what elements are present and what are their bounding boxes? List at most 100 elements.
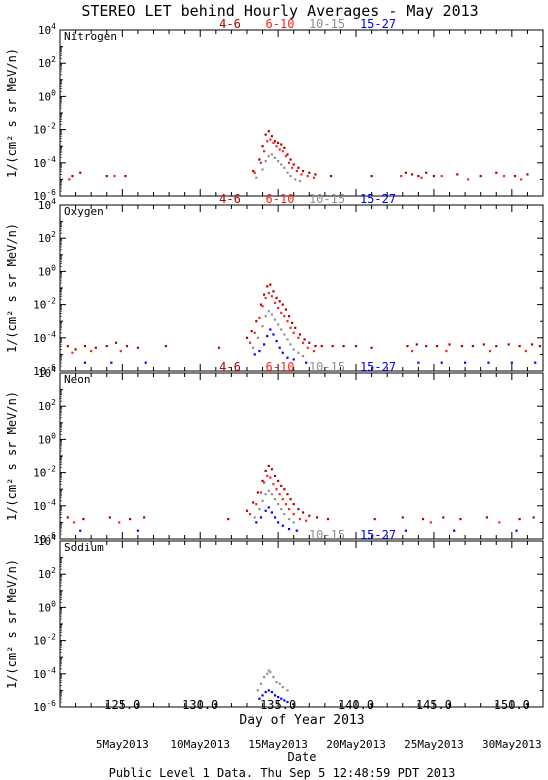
y-tick-base: 10 — [38, 433, 51, 446]
data-point-6-10 — [263, 481, 266, 484]
data-point-10-15 — [283, 166, 286, 169]
y-tick-label: 102 — [38, 55, 56, 70]
legend-label: 6-10 — [266, 192, 295, 206]
y-tick-exponent: -6 — [46, 188, 56, 197]
data-point-6-10 — [411, 349, 414, 353]
data-point-10-15 — [277, 160, 280, 163]
y-tick-exponent: -6 — [46, 363, 56, 372]
data-point-4-6 — [292, 503, 295, 506]
y-tick-exponent: -4 — [46, 330, 56, 339]
y-tick-base: 10 — [33, 190, 46, 203]
data-point-6-10 — [90, 349, 93, 353]
data-point-4-6 — [301, 511, 305, 514]
data-point-4-6 — [415, 343, 418, 346]
data-point-15-27 — [487, 361, 490, 364]
legend-label: 4-6 — [219, 192, 241, 206]
legend-label: 15-27 — [360, 528, 396, 542]
data-point-6-10 — [71, 351, 74, 354]
data-point-6-10 — [292, 513, 295, 516]
y-tick-label: 104 — [38, 365, 56, 380]
data-point-4-6 — [277, 141, 280, 144]
data-point-10-15 — [283, 333, 286, 336]
data-point-4-6 — [314, 173, 317, 176]
data-point-4-6 — [261, 479, 264, 482]
data-point-4-6 — [298, 333, 302, 336]
data-point-6-10 — [270, 295, 273, 298]
data-point-15-27 — [272, 333, 275, 336]
data-point-6-10 — [259, 161, 263, 164]
data-point-4-6 — [94, 346, 97, 349]
data-point-10-15 — [289, 174, 292, 178]
data-point-4-6 — [292, 163, 295, 166]
data-point-4-6 — [129, 517, 132, 521]
x-tick-label: 130.0 — [182, 698, 218, 712]
data-point-4-6 — [530, 343, 534, 346]
data-point-15-27 — [264, 509, 267, 512]
y-tick-label: 10-6 — [33, 363, 56, 378]
legend-label: 10-15 — [309, 17, 345, 31]
legend-label: 6-10 — [266, 360, 295, 374]
data-point-15-27 — [110, 361, 113, 364]
data-point-6-10 — [272, 483, 275, 486]
y-tick-label: 100 — [38, 88, 56, 103]
data-point-6-10 — [295, 170, 298, 173]
data-point-4-6 — [71, 174, 74, 178]
y-tick-label: 104 — [38, 22, 56, 37]
y-tick-label: 10-2 — [33, 122, 56, 137]
data-point-10-15 — [264, 493, 267, 496]
data-point-6-10 — [291, 166, 294, 169]
data-point-10-15 — [270, 313, 273, 316]
data-point-4-6 — [108, 516, 111, 519]
data-point-4-6 — [270, 468, 273, 471]
data-point-10-15 — [252, 346, 255, 349]
data-point-4-6 — [518, 517, 521, 521]
y-tick-exponent: 4 — [51, 197, 56, 206]
data-point-10-15 — [263, 676, 266, 679]
y-tick-base: 10 — [33, 365, 46, 378]
y-tick-label: 102 — [38, 398, 56, 413]
data-point-6-10 — [253, 331, 256, 334]
data-point-4-6 — [448, 343, 451, 346]
data-point-6-10 — [297, 336, 300, 339]
data-point-6-10 — [440, 174, 443, 178]
x-tick-label: 150.0 — [494, 698, 530, 712]
data-point-10-15 — [270, 153, 273, 156]
y-tick-label: 102 — [38, 230, 56, 245]
y-tick-exponent: -4 — [46, 155, 56, 164]
data-point-15-27 — [269, 328, 272, 331]
data-point-4-6 — [330, 174, 333, 178]
data-point-10-15 — [264, 315, 267, 318]
data-point-15-27 — [278, 346, 281, 349]
data-point-15-27 — [253, 353, 256, 356]
x-axis-label: Day of Year 2013 — [239, 713, 364, 728]
y-tick-label: 10-4 — [33, 666, 56, 681]
data-point-4-6 — [259, 303, 263, 306]
legend-label: 10-15 — [309, 528, 345, 542]
data-point-10-15 — [255, 176, 258, 179]
data-point-4-6 — [105, 345, 108, 348]
data-point-4-6 — [66, 345, 69, 348]
data-point-4-6 — [435, 345, 439, 348]
date-axis-label: Date — [288, 750, 317, 764]
y-tick-exponent: 4 — [51, 22, 56, 31]
data-point-6-10 — [502, 174, 506, 178]
date-tick-label: 5May2013 — [96, 738, 149, 751]
x-tick-label: 125.0 — [104, 698, 140, 712]
data-point-10-15 — [253, 516, 256, 519]
data-point-4-6 — [143, 516, 146, 519]
data-point-6-10 — [488, 349, 492, 353]
y-tick-exponent: 0 — [51, 88, 56, 97]
data-point-15-27 — [283, 699, 286, 702]
date-tick-label: 20May2013 — [326, 738, 386, 751]
y-tick-label: 10-2 — [33, 465, 56, 480]
data-point-10-15 — [283, 513, 286, 516]
data-point-15-27 — [277, 521, 280, 524]
data-point-4-6 — [289, 498, 292, 501]
legend-label: 10-15 — [309, 192, 345, 206]
data-point-10-15 — [277, 503, 280, 506]
data-point-10-15 — [275, 681, 278, 684]
data-point-4-6 — [320, 345, 323, 348]
data-point-6-10 — [72, 521, 76, 524]
figure-title: STEREO LET behind Hourly Averages - May … — [81, 2, 478, 20]
